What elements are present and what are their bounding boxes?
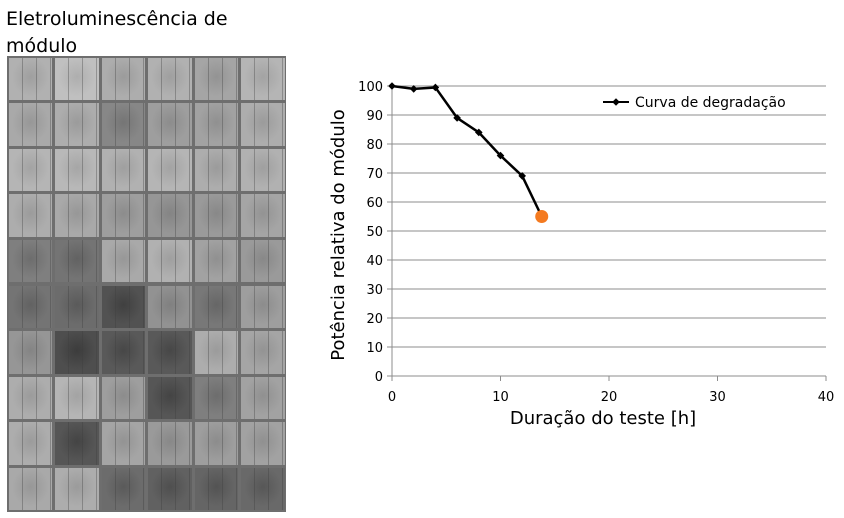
module-cell	[241, 422, 285, 465]
y-tick-label: 0	[375, 370, 383, 385]
module-cell	[241, 103, 285, 146]
module-cell	[55, 331, 99, 374]
module-cell	[241, 57, 285, 101]
module-cell	[55, 285, 99, 329]
data-point	[475, 128, 483, 137]
highlight-point	[535, 210, 549, 223]
module-cell	[148, 148, 192, 192]
legend-diamond-icon	[612, 98, 620, 106]
y-tick-label: 70	[366, 167, 383, 182]
module-cell	[101, 467, 145, 511]
data-point	[431, 83, 440, 92]
module-cell	[101, 239, 145, 283]
x-tick-label: 30	[709, 390, 726, 405]
data-point	[518, 172, 526, 180]
module-cell	[148, 194, 192, 237]
module-cell	[55, 194, 99, 237]
electroluminescence-image	[7, 56, 286, 512]
module-cell	[101, 285, 145, 329]
y-axis-label: Potência relativa do módulo	[328, 109, 349, 361]
x-tick-label: 0	[388, 390, 396, 405]
module-cell	[101, 331, 145, 374]
module-cell	[101, 376, 145, 420]
module-cell	[101, 148, 145, 192]
module-cell	[101, 57, 145, 101]
module-cell	[8, 285, 52, 329]
x-tick-label: 20	[601, 390, 618, 405]
module-cell	[148, 376, 192, 420]
module-cell	[241, 331, 285, 374]
y-tick-label: 80	[366, 138, 383, 153]
legend-label: Curva de degradação	[635, 95, 786, 111]
module-cell	[194, 57, 238, 101]
module-cell	[148, 239, 192, 283]
module-cell	[241, 148, 285, 192]
module-cell	[194, 422, 238, 465]
y-tick-label: 30	[366, 283, 383, 298]
y-tick-label: 60	[366, 196, 383, 211]
module-cell	[8, 467, 52, 511]
module-cell	[101, 103, 145, 146]
y-tick-label: 40	[366, 254, 383, 269]
x-tick-label: 10	[492, 390, 509, 405]
module-cell	[8, 422, 52, 465]
panel-title: Eletroluminescência de módulo	[6, 8, 228, 57]
module-cell	[148, 285, 192, 329]
module-cell	[8, 331, 52, 374]
y-tick-label: 20	[366, 312, 383, 327]
module-cell	[8, 239, 52, 283]
x-tick-label: 40	[818, 390, 835, 405]
module-cell	[194, 376, 238, 420]
module-cell	[55, 148, 99, 192]
module-cell	[101, 422, 145, 465]
y-tick-label: 100	[358, 80, 383, 95]
module-cell	[241, 239, 285, 283]
y-tick-label: 50	[366, 225, 383, 240]
module-cell	[194, 103, 238, 146]
module-cell	[241, 194, 285, 237]
module-cell	[194, 239, 238, 283]
module-cell	[8, 57, 52, 101]
module-cell	[55, 103, 99, 146]
y-tick-label: 90	[366, 109, 383, 124]
data-point	[388, 82, 396, 90]
module-cell	[148, 103, 192, 146]
module-cell	[148, 422, 192, 465]
module-cell	[241, 285, 285, 329]
module-cell	[194, 148, 238, 192]
module-cell	[8, 376, 52, 420]
module-cell	[8, 148, 52, 192]
module-cell	[148, 57, 192, 101]
module-cell	[241, 376, 285, 420]
module-cell	[194, 194, 238, 237]
module-cell	[148, 331, 192, 374]
module-cell	[101, 194, 145, 237]
data-point	[496, 151, 505, 160]
module-cell	[55, 467, 99, 511]
module-cell	[8, 103, 52, 146]
y-tick-label: 10	[366, 341, 383, 356]
module-cell	[55, 239, 99, 283]
chart-legend: Curva de degradação	[603, 95, 786, 111]
module-cell	[8, 194, 52, 237]
module-cell	[194, 467, 238, 511]
module-cell	[55, 57, 99, 101]
module-cell	[148, 467, 192, 511]
module-cell	[55, 422, 99, 465]
module-cell	[194, 331, 238, 374]
module-cell	[194, 285, 238, 329]
module-cell	[55, 376, 99, 420]
module-cell	[241, 467, 285, 511]
data-point	[409, 85, 418, 93]
x-axis-label: Duração do teste [h]	[510, 408, 696, 429]
data-point	[453, 114, 461, 122]
series-line	[391, 84, 543, 218]
